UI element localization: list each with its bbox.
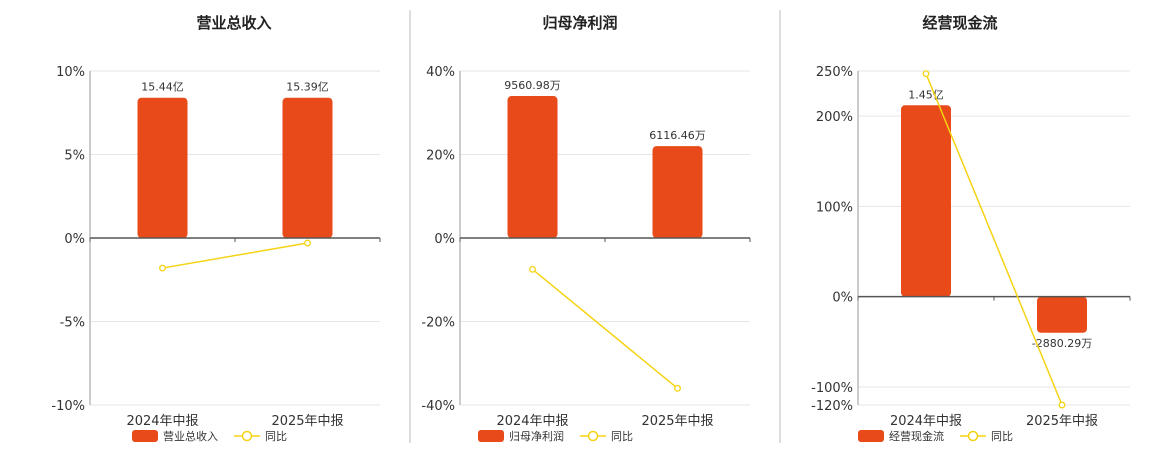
y-tick-label: 0% <box>64 232 85 247</box>
legend-label-line: 同比 <box>611 430 633 443</box>
yoy-point <box>674 384 681 392</box>
yoy-line <box>162 242 308 269</box>
legend-swatch-bar <box>132 430 158 442</box>
legend-label-bar: 经营现金流 <box>889 429 944 443</box>
y-tick-label: -20% <box>421 316 455 331</box>
bar <box>282 97 333 238</box>
y-tick-label: 10% <box>56 65 85 80</box>
yoy-point <box>159 264 166 272</box>
bar-data-label: 15.39亿 <box>286 81 329 94</box>
y-tick-label: 200% <box>816 110 853 125</box>
bar <box>507 96 558 238</box>
legend-label-bar: 归母净利润 <box>509 429 564 443</box>
yoy-line <box>532 268 678 389</box>
x-category-label: 2025年中报 <box>641 414 713 429</box>
x-category-label: 2025年中报 <box>271 414 343 429</box>
bar <box>901 105 951 297</box>
yoy-line <box>925 73 1063 406</box>
yoy-point <box>1058 401 1066 409</box>
chart-title: 营业总收入 <box>196 14 271 32</box>
y-tick-label: 250% <box>816 65 853 80</box>
y-tick-label: 100% <box>816 200 853 215</box>
legend-swatch-marker <box>241 430 253 442</box>
bar-data-label: 1.45亿 <box>908 88 944 101</box>
bar-data-label: 6116.46万 <box>649 129 706 142</box>
y-tick-label: 40% <box>426 65 455 80</box>
bar-data-label: -2880.29万 <box>1032 337 1092 350</box>
yoy-point <box>304 239 311 247</box>
x-category-label: 2024年中报 <box>126 414 198 429</box>
bar <box>652 146 703 238</box>
legend-label-line: 同比 <box>265 430 287 443</box>
x-category-label: 2025年中报 <box>1026 414 1098 429</box>
x-category-label: 2024年中报 <box>890 414 962 429</box>
legend-swatch-marker <box>967 430 979 442</box>
y-tick-label: -40% <box>421 399 455 414</box>
legend-swatch-bar <box>478 430 504 442</box>
yoy-point <box>529 265 536 273</box>
y-tick-label: -5% <box>60 316 85 331</box>
yoy-point <box>922 70 930 78</box>
y-tick-label: -100% <box>811 381 853 396</box>
bar <box>137 97 188 238</box>
bar-data-label: 9560.98万 <box>504 79 561 92</box>
x-category-label: 2024年中报 <box>496 414 568 429</box>
legend-swatch-bar <box>858 430 884 442</box>
legend-swatch-marker <box>587 430 599 442</box>
chart-title: 归母净利润 <box>542 14 617 32</box>
y-tick-label: -10% <box>51 399 85 414</box>
y-tick-label: 5% <box>64 149 85 164</box>
y-tick-label: 0% <box>434 232 455 247</box>
bar <box>1037 296 1087 333</box>
y-tick-label: -120% <box>811 399 853 414</box>
y-tick-label: 20% <box>426 149 455 164</box>
legend-label-bar: 营业总收入 <box>163 429 218 443</box>
y-tick-label: 0% <box>832 291 853 306</box>
bar-data-label: 15.44亿 <box>141 81 184 94</box>
chart-title: 经营现金流 <box>922 14 997 32</box>
legend-label-line: 同比 <box>991 430 1013 443</box>
